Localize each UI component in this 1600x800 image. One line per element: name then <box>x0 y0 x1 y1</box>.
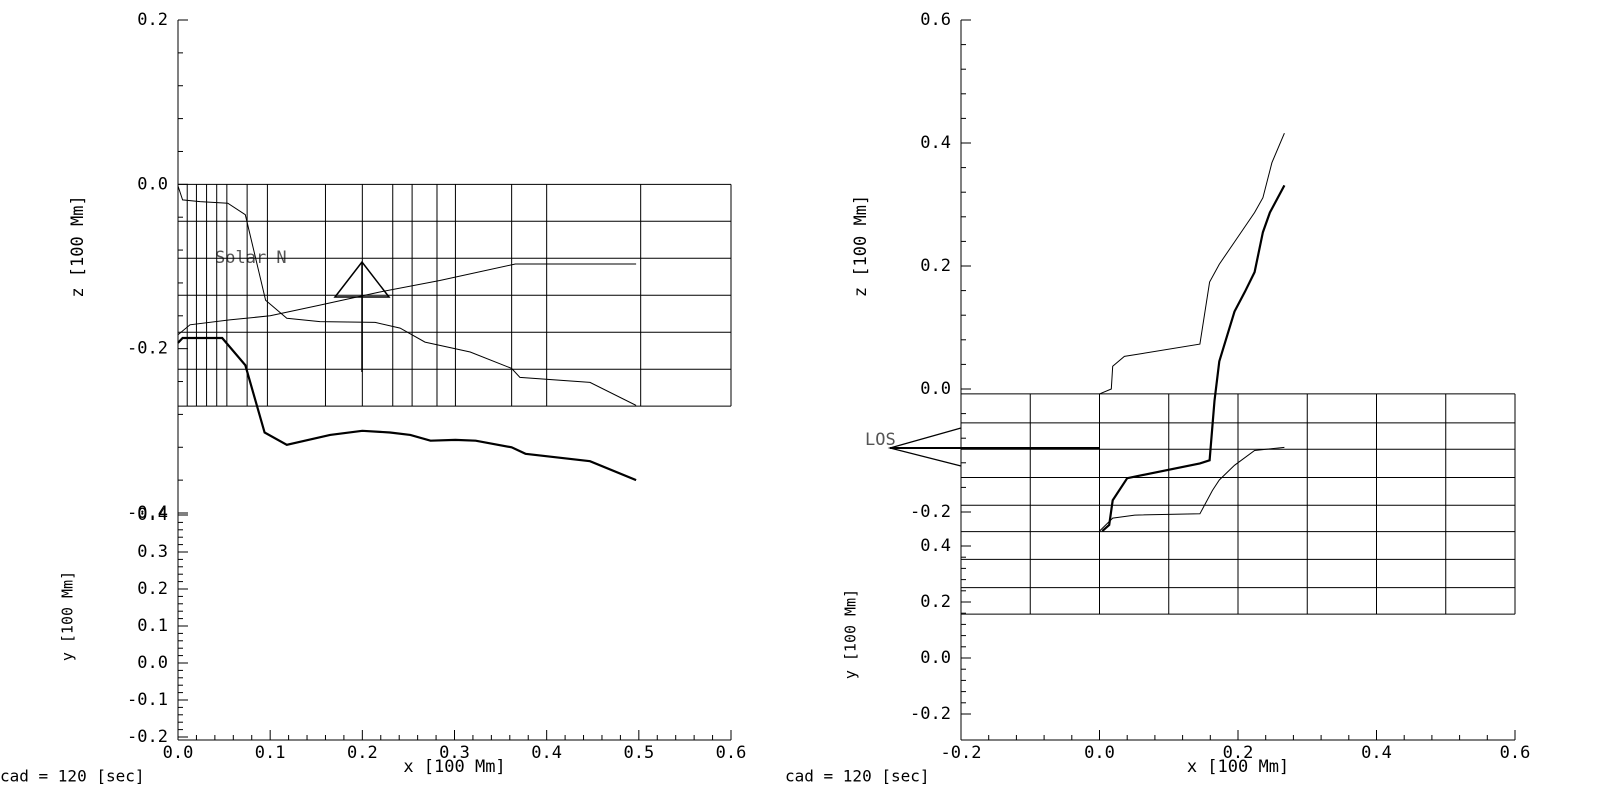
data-line <box>177 185 637 406</box>
tick-label: -0.2 <box>910 704 951 724</box>
data-line <box>1101 184 1286 532</box>
tick-label: 0.6 <box>716 743 747 763</box>
tick-label: 0.3 <box>137 542 168 562</box>
tick-label: 0.2 <box>347 743 378 763</box>
tick-label: 0.0 <box>920 379 951 399</box>
tick-label: 0.5 <box>623 743 654 763</box>
tick-label: 0.0 <box>920 648 951 668</box>
tick-label: 0.2 <box>920 256 951 276</box>
data-line <box>1099 133 1285 395</box>
footer: cad = 120 [sec] <box>785 767 930 786</box>
tick-label: -0.4 <box>127 503 168 523</box>
tick-label: 0.4 <box>1361 743 1392 763</box>
annotation: LOS <box>865 430 896 450</box>
tick-label: -0.2 <box>127 727 168 747</box>
x-axis-label: x [100 Mm] <box>403 757 505 777</box>
tick-label: 0.0 <box>1084 743 1115 763</box>
data-line <box>1099 446 1285 532</box>
tick-label: -0.2 <box>941 743 982 763</box>
tick-label: -0.2 <box>127 339 168 359</box>
tick-label: 0.1 <box>137 616 168 636</box>
y-axis-label: y [100 Mm] <box>59 571 77 661</box>
tick-label: 0.2 <box>920 592 951 612</box>
tick-label: 0.4 <box>531 743 562 763</box>
footer: cad = 120 [sec] <box>0 767 145 786</box>
tick-label: 0.2 <box>137 579 168 599</box>
tick-label: 0.3 <box>439 743 470 763</box>
tick-label: 0.4 <box>920 536 951 556</box>
y-axis-label: y [100 Mm] <box>842 589 860 679</box>
data-line <box>177 336 637 482</box>
tick-label: 0.2 <box>1223 743 1254 763</box>
tick-label: 0.0 <box>137 653 168 673</box>
los-marker <box>887 427 1100 467</box>
z-axis-label: z [100 Mm] <box>851 195 871 297</box>
z-axis-label: z [100 Mm] <box>68 195 88 297</box>
tick-label: -0.2 <box>910 502 951 522</box>
tick-label: 0.1 <box>255 743 286 763</box>
tick-label: 0.4 <box>137 505 168 525</box>
tick-label: 0.6 <box>1500 743 1531 763</box>
tick-label: 0.6 <box>920 10 951 30</box>
tick-label: 0.2 <box>137 10 168 30</box>
tick-label: -0.1 <box>127 690 168 710</box>
tick-label: 0.0 <box>137 174 168 194</box>
tick-label: 0.4 <box>920 133 951 153</box>
data-line <box>177 263 637 336</box>
tick-label: 0.0 <box>163 743 194 763</box>
x-axis-label: x [100 Mm] <box>1187 757 1289 777</box>
